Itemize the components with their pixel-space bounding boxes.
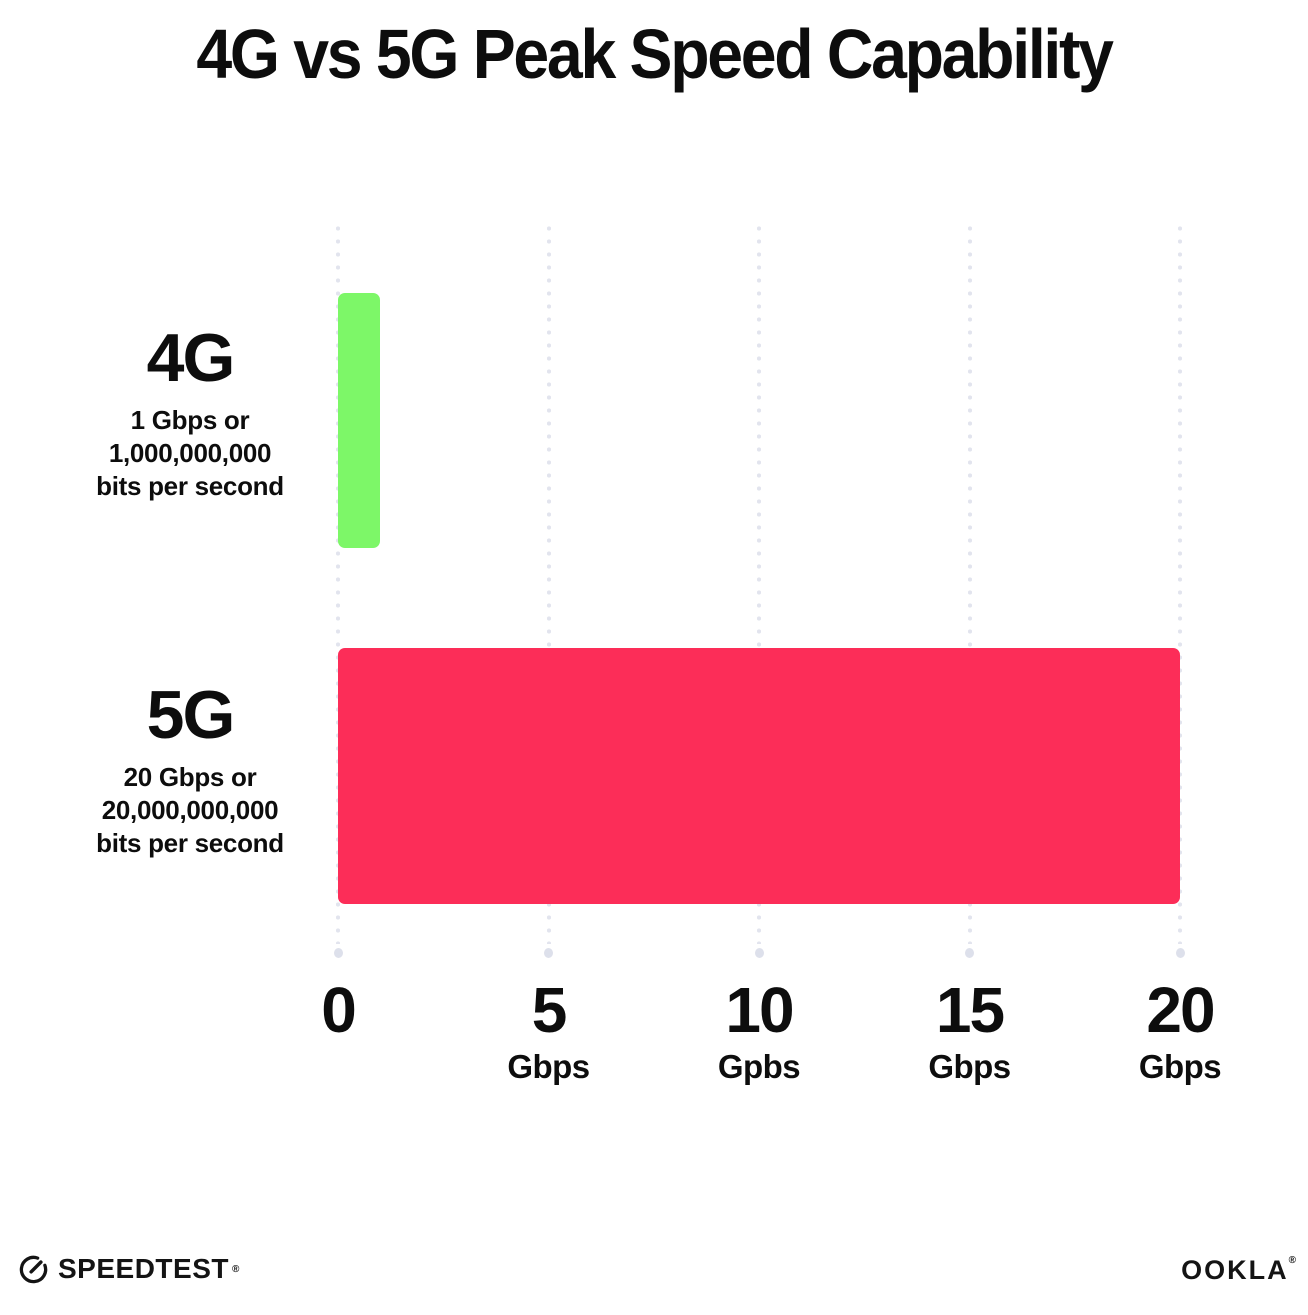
- row-label-5g-desc-line2: 20,000,000,000: [101, 795, 279, 825]
- row-label-4g: 4G 1 Gbps or 1,000,000,000 bits per seco…: [40, 324, 340, 503]
- speedtest-trademark: ®: [231, 1263, 240, 1275]
- bar-4g: [338, 293, 380, 548]
- x-tick-10-unit: Gpbs: [717, 1048, 801, 1085]
- chart-title: 4G vs 5G Peak Speed Capability: [196, 15, 1114, 93]
- gridline-10: [756, 222, 762, 944]
- row-label-4g-title: 4G: [146, 320, 236, 396]
- ookla-wordmark: OOKLA: [1181, 1255, 1289, 1285]
- speedtest-gauge-icon: [18, 1254, 49, 1285]
- bar-5g: [338, 648, 1180, 904]
- speedtest-logo: SPEEDTEST ®: [18, 1253, 239, 1285]
- row-label-4g-description: 1 Gbps or 1,000,000,000 bits per second: [40, 404, 340, 503]
- row-label-5g: 5G 20 Gbps or 20,000,000,000 bits per se…: [40, 681, 340, 860]
- x-tick-0: 0: [218, 978, 458, 1083]
- x-tick-0-unit: [218, 1050, 458, 1083]
- x-tick-15-value: 15: [935, 974, 1005, 1046]
- x-tick-10-value: 10: [725, 974, 794, 1046]
- x-tick-20: 20 Gbps: [1060, 978, 1300, 1083]
- x-tick-5: 5 Gbps: [429, 978, 669, 1083]
- gridline-15: [967, 222, 972, 944]
- gridline-5: [546, 222, 551, 944]
- x-tick-15-unit: Gbps: [928, 1048, 1011, 1085]
- x-tick-20-value: 20: [1146, 974, 1215, 1046]
- row-label-5g-desc-line1: 20 Gbps or: [123, 762, 257, 792]
- gridline-20: [1177, 222, 1183, 944]
- speedtest-wordmark: SPEEDTEST: [58, 1253, 229, 1284]
- ookla-trademark: ®: [1288, 1255, 1296, 1266]
- x-tick-5-unit: Gbps: [507, 1048, 590, 1085]
- ookla-logo: OOKLA®: [1181, 1255, 1296, 1286]
- gridline-0: [335, 222, 341, 944]
- row-label-4g-desc-line2: 1,000,000,000: [108, 438, 272, 468]
- row-label-5g-desc-line3: bits per second: [96, 828, 284, 858]
- row-label-5g-title: 5G: [146, 677, 236, 753]
- row-label-4g-desc-line1: 1 Gbps or: [130, 405, 250, 435]
- x-tick-20-unit: Gbps: [1138, 1048, 1222, 1085]
- x-tick-0-value: 0: [321, 974, 357, 1046]
- x-tick-5-value: 5: [531, 974, 568, 1046]
- row-label-4g-desc-line3: bits per second: [96, 471, 284, 501]
- x-tick-10: 10 Gpbs: [639, 978, 879, 1083]
- row-label-5g-description: 20 Gbps or 20,000,000,000 bits per secon…: [40, 761, 340, 860]
- x-tick-15: 15 Gbps: [850, 978, 1090, 1083]
